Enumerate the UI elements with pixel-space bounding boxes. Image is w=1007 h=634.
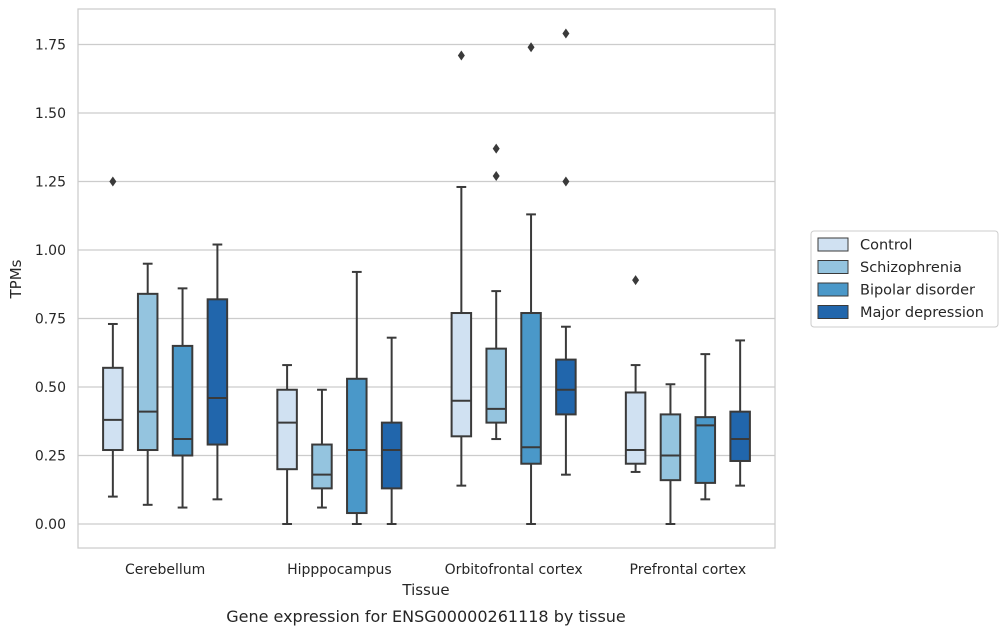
legend-label: Major depression bbox=[860, 305, 984, 321]
box-body bbox=[555, 358, 577, 416]
legend-swatch bbox=[817, 237, 849, 252]
box-bipolar-disorder bbox=[520, 42, 542, 525]
y-tick-label: 0.25 bbox=[35, 449, 66, 465]
legend-swatch bbox=[817, 260, 849, 274]
box-body bbox=[485, 347, 507, 424]
x-tick-label: Cerebellum bbox=[125, 562, 205, 578]
outlier-point bbox=[492, 143, 500, 154]
box-body bbox=[729, 410, 751, 462]
box-schizophrenia bbox=[659, 383, 682, 525]
box-body bbox=[624, 391, 647, 465]
legend: Control Schizophrenia Bipolar disorder Majo… bbox=[810, 230, 999, 328]
outlier-point bbox=[527, 42, 535, 53]
box-body bbox=[520, 312, 542, 465]
outlier-point bbox=[457, 50, 465, 61]
outlier-point bbox=[562, 28, 570, 39]
box-control bbox=[102, 176, 124, 498]
y-tick-label: 1.50 bbox=[35, 106, 66, 122]
legend-label: Schizophrenia bbox=[860, 260, 962, 276]
outlier-point bbox=[632, 275, 640, 286]
box-major-depression bbox=[380, 336, 403, 525]
legend-swatch bbox=[817, 282, 849, 297]
legend-frame bbox=[810, 230, 999, 328]
box-major-depression bbox=[206, 243, 229, 501]
x-tick-label: Prefrontal cortex bbox=[630, 562, 747, 578]
box-schizophrenia bbox=[136, 262, 159, 506]
box-body bbox=[311, 443, 333, 490]
box-bipolar-disorder bbox=[346, 270, 368, 525]
box-body bbox=[206, 298, 229, 446]
box-body bbox=[450, 312, 473, 438]
box-control bbox=[624, 275, 647, 473]
plot-background bbox=[78, 9, 775, 548]
box-body bbox=[136, 292, 159, 452]
legend-label: Control bbox=[860, 238, 912, 254]
boxes bbox=[102, 28, 751, 525]
grid-lines bbox=[78, 43, 775, 525]
legend-label: Bipolar disorder bbox=[860, 283, 975, 299]
box-control bbox=[450, 50, 473, 487]
y-tick-label: 0.75 bbox=[35, 312, 66, 328]
x-tick-label: Hipppocampus bbox=[287, 562, 392, 578]
box-schizophrenia bbox=[311, 388, 333, 509]
y-tick-label: 1.75 bbox=[35, 38, 66, 54]
y-axis-title: TPMs bbox=[7, 259, 25, 299]
box-body bbox=[380, 421, 403, 490]
outlier-point bbox=[109, 176, 117, 187]
box-body bbox=[694, 416, 717, 484]
box-body bbox=[102, 366, 124, 452]
plot-frame bbox=[77, 8, 776, 549]
y-tick-labels: 0.00 0.25 0.50 0.75 1.00 1.25 1.50 1.75 bbox=[35, 38, 66, 534]
legend-swatch bbox=[817, 305, 849, 319]
y-tick-label: 1.25 bbox=[35, 175, 66, 191]
y-tick-label: 0.50 bbox=[35, 380, 66, 396]
outlier-point bbox=[492, 171, 500, 182]
box-body bbox=[659, 413, 682, 482]
box-body bbox=[276, 388, 298, 471]
box-major-depression bbox=[729, 339, 751, 487]
y-tick-label: 1.00 bbox=[35, 243, 66, 259]
box-control bbox=[276, 364, 298, 525]
box-body bbox=[171, 344, 194, 457]
x-tick-labels: Cerebellum Hipppocampus Orbitofrontal cort… bbox=[125, 562, 746, 578]
box-schizophrenia bbox=[485, 143, 507, 441]
box-major-depression bbox=[555, 28, 577, 476]
x-axis-title: Tissue bbox=[401, 581, 449, 599]
box-bipolar-disorder bbox=[171, 287, 194, 509]
x-tick-label: Orbitofrontal cortex bbox=[445, 562, 583, 578]
outlier-point bbox=[562, 176, 570, 187]
chart-caption: Gene expression for ENSG00000261118 by t… bbox=[226, 607, 626, 626]
box-bipolar-disorder bbox=[694, 353, 717, 501]
y-tick-label: 0.00 bbox=[35, 517, 66, 533]
box-body bbox=[346, 377, 368, 515]
